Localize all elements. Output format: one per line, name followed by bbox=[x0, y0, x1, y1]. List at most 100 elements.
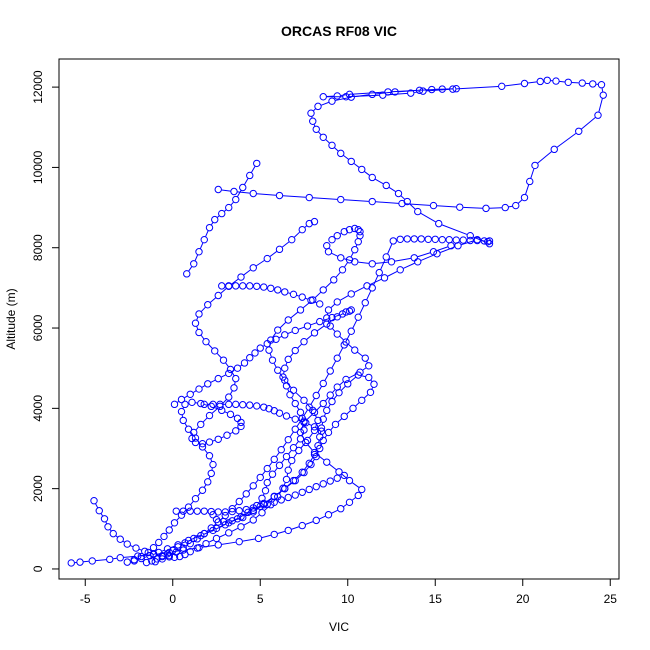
data-point bbox=[323, 242, 331, 250]
data-point bbox=[387, 258, 396, 266]
series-line-segment bbox=[190, 501, 194, 505]
data-point bbox=[291, 425, 299, 433]
series-line-segment bbox=[355, 402, 360, 407]
series-line-segment bbox=[362, 367, 367, 371]
data-point bbox=[326, 367, 334, 375]
data-point bbox=[204, 478, 212, 486]
data-point bbox=[345, 498, 354, 507]
data-point bbox=[116, 554, 124, 562]
data-point bbox=[284, 355, 292, 364]
series-line-segment bbox=[314, 291, 322, 298]
series-line-segment bbox=[375, 261, 389, 264]
data-point bbox=[205, 411, 214, 420]
data-point bbox=[268, 470, 277, 478]
data-point bbox=[214, 435, 222, 443]
data-point bbox=[202, 539, 210, 548]
series-line-segment bbox=[332, 389, 336, 393]
plot-area bbox=[67, 76, 607, 567]
data-point bbox=[258, 509, 266, 517]
data-point bbox=[347, 157, 355, 166]
series-line-segment bbox=[353, 163, 360, 168]
series-line-segment bbox=[221, 374, 226, 378]
series-line-segment bbox=[210, 222, 214, 225]
data-point bbox=[415, 86, 424, 95]
data-point bbox=[225, 369, 233, 378]
series-line-segment bbox=[130, 545, 134, 548]
series-line-segment bbox=[266, 498, 272, 503]
data-point bbox=[249, 504, 257, 512]
data-point bbox=[379, 91, 387, 99]
data-point bbox=[366, 388, 375, 396]
series-line-segment bbox=[293, 231, 301, 238]
series-line-segment bbox=[105, 521, 108, 524]
series bbox=[90, 224, 455, 562]
data-point bbox=[291, 326, 299, 335]
data-point bbox=[205, 223, 214, 232]
y-tick-label: 6000 bbox=[31, 314, 45, 341]
series-line-segment bbox=[324, 413, 326, 417]
data-point bbox=[300, 337, 308, 346]
series-line-segment bbox=[192, 540, 195, 543]
series-line-segment bbox=[153, 553, 156, 555]
series-line-segment bbox=[224, 209, 227, 212]
data-point bbox=[536, 77, 544, 86]
series-line-segment bbox=[345, 334, 351, 343]
data-point bbox=[67, 559, 75, 567]
data-point bbox=[198, 439, 207, 448]
series-line-segment bbox=[161, 549, 165, 552]
series-line-segment bbox=[210, 458, 213, 462]
data-point bbox=[237, 422, 245, 431]
data-point bbox=[431, 235, 439, 243]
series-line-segment bbox=[417, 252, 431, 258]
data-point bbox=[256, 473, 264, 482]
series-line-segment bbox=[213, 523, 216, 527]
series-line-segment bbox=[245, 513, 251, 517]
data-point bbox=[183, 270, 191, 278]
series-line-segment bbox=[346, 410, 351, 415]
y-tick-label: 4000 bbox=[31, 395, 45, 422]
data-point bbox=[307, 460, 315, 469]
data-point bbox=[230, 384, 238, 392]
data-point bbox=[307, 296, 315, 305]
series-line-segment bbox=[317, 325, 325, 332]
data-point bbox=[319, 415, 327, 423]
data-point bbox=[520, 79, 529, 88]
data-point bbox=[428, 85, 436, 94]
series-line-segment bbox=[394, 257, 411, 262]
series-line-segment bbox=[387, 270, 398, 277]
data-point bbox=[410, 235, 418, 243]
data-point bbox=[312, 452, 320, 461]
series-line-segment bbox=[268, 461, 273, 467]
series-line-segment bbox=[95, 559, 107, 562]
data-point bbox=[319, 436, 327, 445]
data-point bbox=[251, 349, 259, 357]
data-point bbox=[368, 90, 376, 99]
data-point bbox=[130, 557, 138, 565]
data-point bbox=[498, 82, 506, 91]
series-line-segment bbox=[289, 416, 293, 419]
data-point bbox=[452, 236, 460, 244]
y-tick-label: 10000 bbox=[31, 150, 45, 184]
x-tick-label: 15 bbox=[429, 592, 443, 606]
data-point bbox=[263, 478, 271, 487]
series-line-segment bbox=[298, 419, 303, 423]
data-point bbox=[149, 543, 158, 552]
series bbox=[151, 235, 494, 566]
data-point bbox=[197, 399, 205, 408]
series-line-segment bbox=[95, 503, 99, 508]
series-line-segment bbox=[309, 433, 313, 438]
series-line-segment bbox=[581, 117, 596, 130]
series-line-segment bbox=[530, 168, 535, 179]
data-point bbox=[179, 507, 187, 515]
series bbox=[200, 400, 326, 435]
data-point bbox=[272, 335, 280, 343]
data-point bbox=[284, 526, 292, 535]
series-line-segment bbox=[317, 386, 322, 393]
series-line-segment bbox=[328, 404, 331, 408]
series-line-segment bbox=[310, 398, 315, 405]
data-point bbox=[226, 365, 235, 374]
series-line-segment bbox=[230, 390, 233, 395]
series-line-segment bbox=[296, 294, 300, 297]
data-point bbox=[190, 260, 198, 268]
series-line-segment bbox=[281, 458, 285, 463]
